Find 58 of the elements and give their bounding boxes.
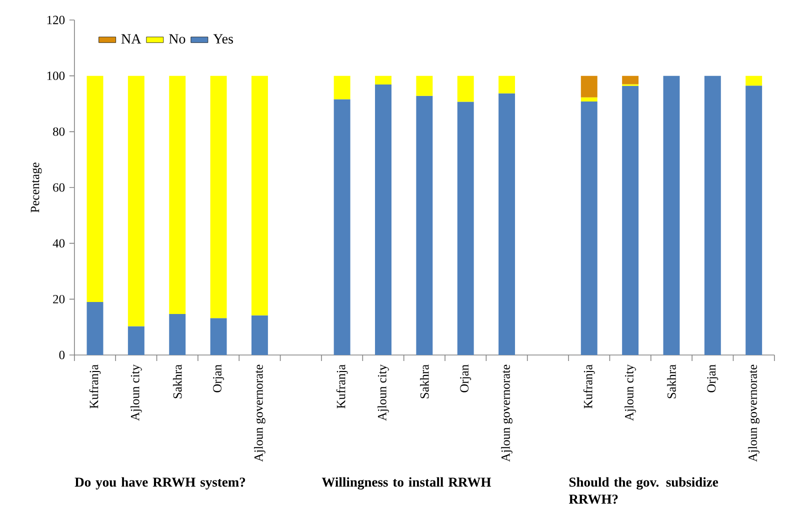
x-tick-label: Ajloun city	[130, 364, 142, 421]
bar	[86, 76, 104, 302]
x-tick-label: Orjan	[707, 364, 718, 392]
y-axis-title: Pecentage	[30, 162, 42, 212]
bar	[251, 315, 268, 355]
x-tick-label: Sakhra	[172, 364, 182, 398]
legend-label: No	[169, 34, 186, 44]
bar	[251, 76, 268, 316]
bar	[169, 314, 186, 355]
bar	[746, 76, 762, 86]
bar	[334, 99, 350, 355]
x-tick-label: Kufranja	[89, 364, 101, 408]
text: Do you have RRWH system?	[74, 477, 246, 490]
text: Willingness to install RRWH	[322, 477, 492, 490]
y-tick-label: 0	[59, 350, 65, 360]
x-tick-label: Ajloun governorate	[748, 364, 760, 462]
bar	[622, 76, 639, 84]
x-tick-label: Sakhra	[420, 364, 429, 398]
bar	[375, 76, 392, 84]
bar	[580, 76, 598, 98]
bar	[746, 86, 762, 355]
legend-label: NA	[121, 34, 142, 44]
bar	[169, 76, 186, 314]
x-tick-label: Orjan	[213, 364, 224, 392]
y-tick-label: 40	[52, 239, 65, 248]
legend-label: Yes	[213, 34, 233, 44]
y-tick-label: 120	[47, 16, 65, 24]
x-tick-label: Sakhra	[667, 364, 676, 398]
bar	[457, 102, 474, 355]
x-tick-label: Ajloun city	[378, 364, 389, 421]
x-tick-label: Ajloun governorate	[501, 364, 512, 462]
bar	[498, 76, 516, 94]
bar	[86, 302, 104, 355]
bar	[580, 102, 598, 355]
bar	[128, 326, 144, 355]
x-tick-label: Kufranja	[583, 364, 595, 408]
y-tick-label: 60	[53, 183, 65, 192]
bar	[210, 76, 227, 318]
x-tick-label: Kufranja	[336, 364, 348, 408]
text: Should the gov. subsidize RRWH?	[568, 477, 718, 504]
bar	[210, 318, 227, 355]
x-tick-label: Ajloun governorate	[254, 364, 266, 462]
y-tick-label: 80	[53, 127, 65, 136]
y-tick-label: 20	[53, 294, 65, 304]
bar	[128, 76, 144, 326]
bar	[457, 76, 474, 102]
y-tick-label: 100	[47, 72, 65, 80]
bar	[416, 76, 433, 96]
bar	[580, 97, 598, 102]
bar	[704, 76, 721, 355]
x-tick-label: Ajloun city	[624, 364, 636, 421]
bar	[622, 86, 639, 355]
bar	[663, 76, 680, 355]
bar	[375, 84, 392, 355]
bar	[334, 76, 350, 100]
bar	[498, 93, 516, 355]
x-tick-label: Orjan	[460, 364, 472, 392]
bar	[416, 96, 433, 355]
